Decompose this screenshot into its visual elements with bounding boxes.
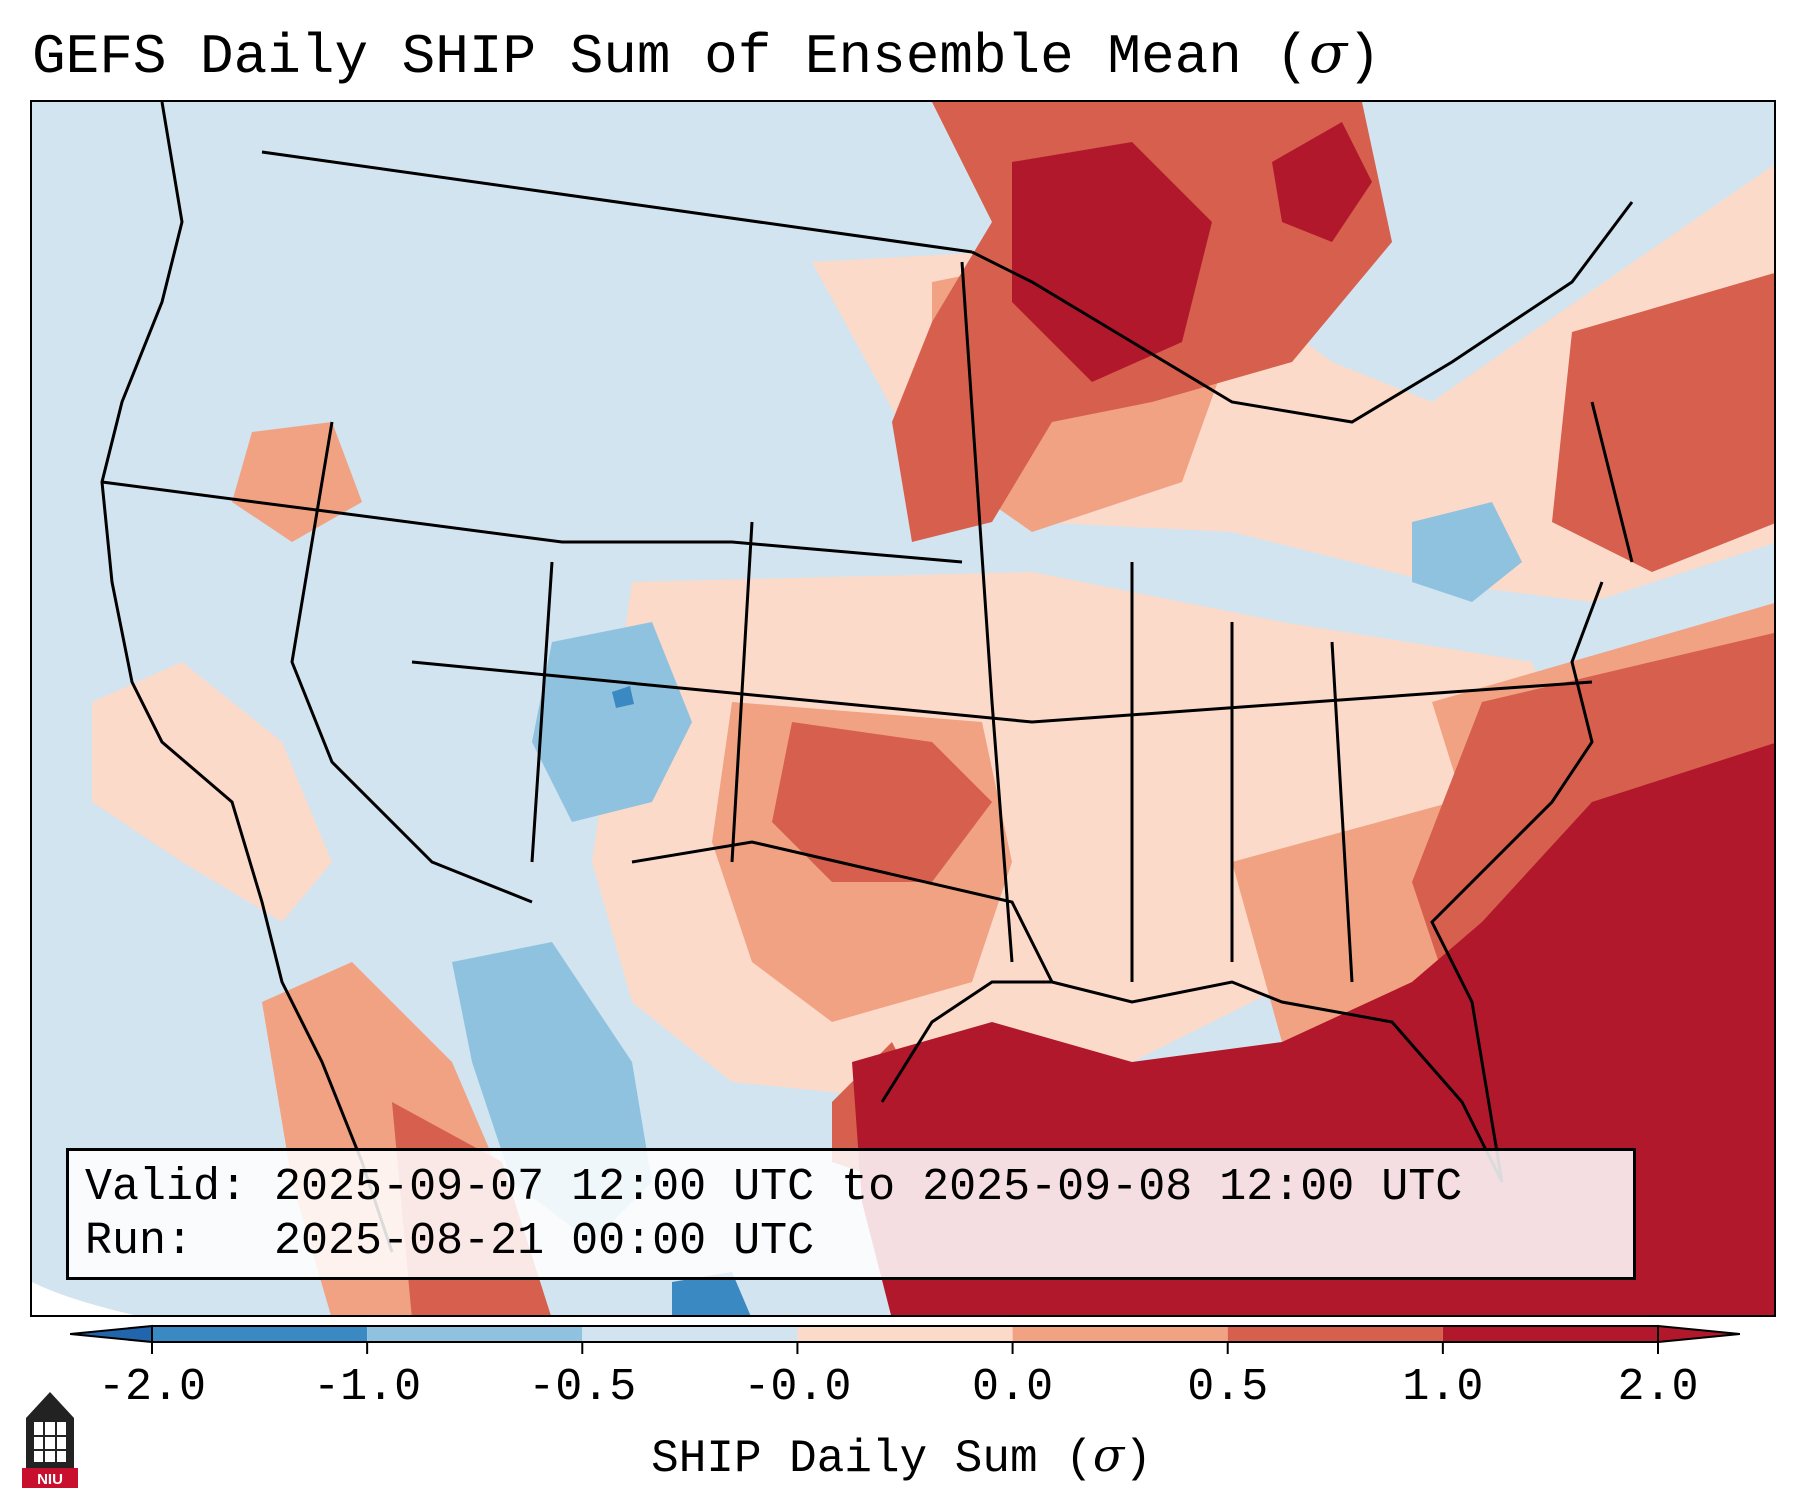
logo-window — [34, 1422, 66, 1462]
colorbar-bin — [582, 1326, 798, 1342]
region-new-england-strong — [1552, 273, 1774, 572]
title-sigma-symbol: σ — [1309, 21, 1348, 86]
colorbar-tick-label: 2.0 — [1617, 1362, 1699, 1413]
colorbar-bin — [1012, 1326, 1228, 1342]
colorbar-bin — [1442, 1326, 1658, 1342]
colorbar-bin — [797, 1326, 1013, 1342]
figure-title: GEFS Daily SHIP Sum of Ensemble Mean (σ) — [32, 21, 1381, 90]
colorbar-tick-label: -2.0 — [97, 1362, 207, 1413]
region-pacific-mexico-negative — [672, 1272, 751, 1315]
run-line: Run: 2025-08-21 00:00 UTC — [85, 1216, 815, 1267]
logo-banner — [22, 1468, 78, 1488]
colorbar-bin — [1227, 1326, 1443, 1342]
colorbar — [70, 1324, 1740, 1354]
region-lake-superior-extreme — [1012, 142, 1212, 382]
great-lakes-border — [971, 201, 1634, 424]
new-york-line — [1590, 401, 1634, 563]
region-california-light-positive — [92, 662, 332, 922]
region-oklahoma-strong — [772, 722, 992, 882]
colorado-east-line — [730, 521, 754, 863]
region-pennsylvania-negative — [1412, 502, 1522, 602]
projection-edge-left — [32, 1282, 134, 1315]
gulf-atlantic-coastline — [1051, 581, 1604, 1183]
colorbar-tick-label: -0.0 — [743, 1362, 852, 1413]
colorbar-sigma-symbol: σ — [1092, 1428, 1125, 1482]
colorbar-extend-high — [1657, 1324, 1740, 1344]
colorbar-tick-label: -0.5 — [528, 1362, 637, 1413]
region-colorado-negative — [532, 622, 692, 822]
pacific-coastline — [100, 102, 394, 1253]
utah-arizona-line — [530, 561, 554, 863]
colorbar-outline — [151, 1325, 1659, 1343]
logo-text: NIU — [37, 1471, 63, 1488]
colorbar-bin — [367, 1326, 583, 1342]
region-ontario-extreme — [1272, 122, 1372, 242]
colorbar-extend-low — [70, 1324, 153, 1344]
region-colorado-core-negative — [612, 686, 634, 708]
northern-states-line — [101, 480, 963, 564]
georgia-line — [1330, 641, 1354, 983]
colorbar-tick-label: 0.5 — [1187, 1362, 1269, 1413]
valid-line: Valid: 2025-09-07 12:00 UTC to 2025-09-0… — [85, 1162, 1463, 1213]
us-canada-border — [261, 150, 973, 254]
texas-coastline — [880, 980, 1052, 1103]
validity-info-box: Valid: 2025-09-07 12:00 UTC to 2025-09-0… — [66, 1148, 1636, 1280]
colorbar-label: SHIP Daily Sum (σ) — [651, 1428, 1152, 1485]
nevada-line — [290, 421, 533, 904]
texas-north-line — [631, 840, 1054, 983]
colorbar-tick-label: 0.0 — [972, 1362, 1054, 1413]
colorbar-tick-label: 1.0 — [1402, 1362, 1484, 1413]
forecast-map — [32, 102, 1774, 1315]
plains-east-line — [960, 261, 1014, 963]
colorbar-bin — [152, 1326, 368, 1342]
colorbar-tick-label: -1.0 — [313, 1362, 422, 1413]
niu-logo: NIU — [22, 1392, 78, 1488]
central-latitude-line — [411, 660, 1593, 724]
boundaries — [100, 102, 1634, 1253]
map-frame — [30, 100, 1776, 1317]
